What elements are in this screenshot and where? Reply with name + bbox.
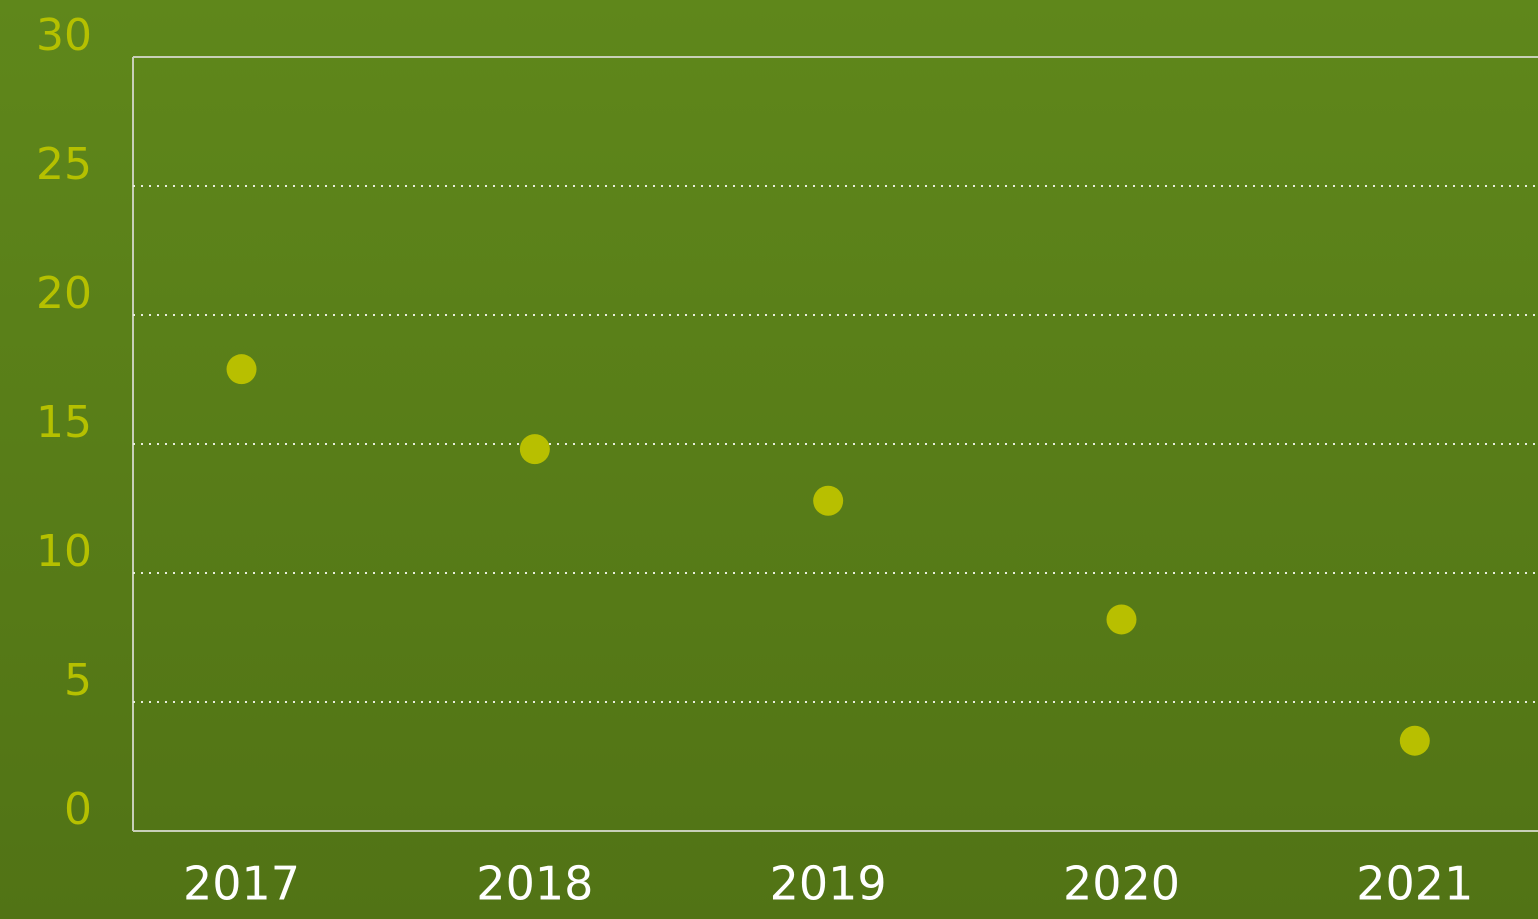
x-tick-label: 2020 <box>1063 857 1180 911</box>
y-tick-label: 10 <box>36 526 92 577</box>
y-tick-label: 0 <box>64 784 92 835</box>
x-tick-label: 2019 <box>770 857 887 911</box>
y-tick-label: 20 <box>36 268 92 319</box>
x-tick-label: 2018 <box>476 857 593 911</box>
y-tick-label: 25 <box>36 139 92 190</box>
data-point <box>226 354 257 385</box>
y-tick-label: 15 <box>36 397 92 448</box>
data-point <box>1106 604 1137 635</box>
y-tick-label: 30 <box>36 10 92 61</box>
x-tick-label: 2021 <box>1356 857 1473 911</box>
data-point <box>1399 725 1430 756</box>
data-point <box>813 485 844 516</box>
x-tick-label: 2017 <box>183 857 300 911</box>
data-point <box>519 434 550 465</box>
y-tick-label: 5 <box>64 655 92 706</box>
